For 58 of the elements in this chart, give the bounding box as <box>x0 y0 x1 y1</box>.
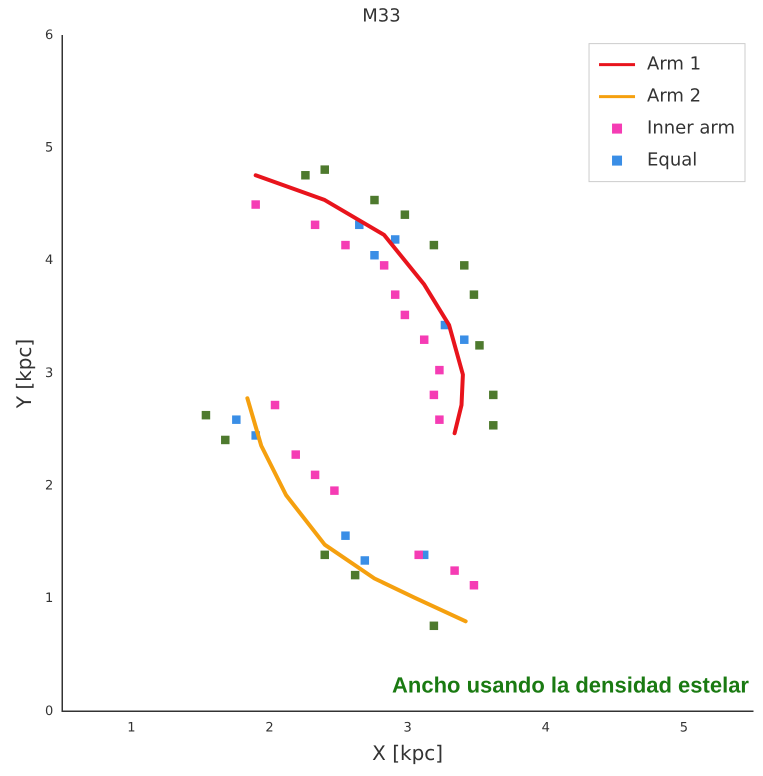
point <box>330 486 339 495</box>
point <box>390 290 400 299</box>
point <box>489 390 498 400</box>
y-tick-label: 2 <box>44 478 54 494</box>
legend-label: Arm 2 <box>647 85 702 106</box>
x-tick-label: 5 <box>680 720 688 736</box>
point <box>430 622 438 630</box>
point <box>310 220 320 230</box>
x-axis-title: X [kpc] <box>372 741 444 766</box>
point <box>380 261 388 270</box>
x-tick-label: 4 <box>542 720 550 736</box>
point <box>301 171 310 180</box>
point <box>291 450 300 459</box>
y-axis-title: Y [kpc] <box>12 338 36 410</box>
point <box>370 196 379 204</box>
legend-label: Equal <box>647 149 698 170</box>
point <box>430 240 438 250</box>
point <box>420 335 428 344</box>
point <box>460 335 469 344</box>
point <box>475 341 484 350</box>
point <box>414 550 423 560</box>
y-tick-label: 0 <box>44 704 54 719</box>
point <box>489 421 498 430</box>
y-tick-label: 1 <box>44 591 54 606</box>
point <box>400 210 410 219</box>
point <box>430 390 438 400</box>
y-tick-label: 6 <box>44 28 54 43</box>
point <box>360 556 370 565</box>
x-tick-label: 1 <box>127 720 136 736</box>
y-tick-label: 5 <box>44 140 54 156</box>
point <box>310 470 320 480</box>
point <box>270 400 280 410</box>
legend-label: Arm 1 <box>647 53 702 74</box>
point <box>400 310 410 320</box>
point <box>470 581 478 590</box>
point <box>460 261 469 270</box>
point <box>320 550 329 560</box>
annotation: Ancho usando la densidad estelar <box>392 672 750 698</box>
y-tick-label: 3 <box>44 366 54 381</box>
legend-label: Inner arm <box>647 117 736 138</box>
point <box>390 235 400 244</box>
point <box>350 570 360 580</box>
x-tick-label: 3 <box>403 720 412 736</box>
chart-title: M33 <box>362 5 401 26</box>
point <box>470 290 478 299</box>
point <box>232 415 241 424</box>
point <box>435 366 444 374</box>
point <box>320 165 329 174</box>
point <box>341 240 350 250</box>
point <box>251 200 260 209</box>
x-tick-label: 2 <box>265 720 274 736</box>
point <box>450 566 459 575</box>
point <box>341 531 350 540</box>
y-tick-label: 4 <box>44 253 54 268</box>
point <box>370 250 379 260</box>
point <box>202 410 210 420</box>
point <box>221 436 230 444</box>
point <box>435 415 444 424</box>
